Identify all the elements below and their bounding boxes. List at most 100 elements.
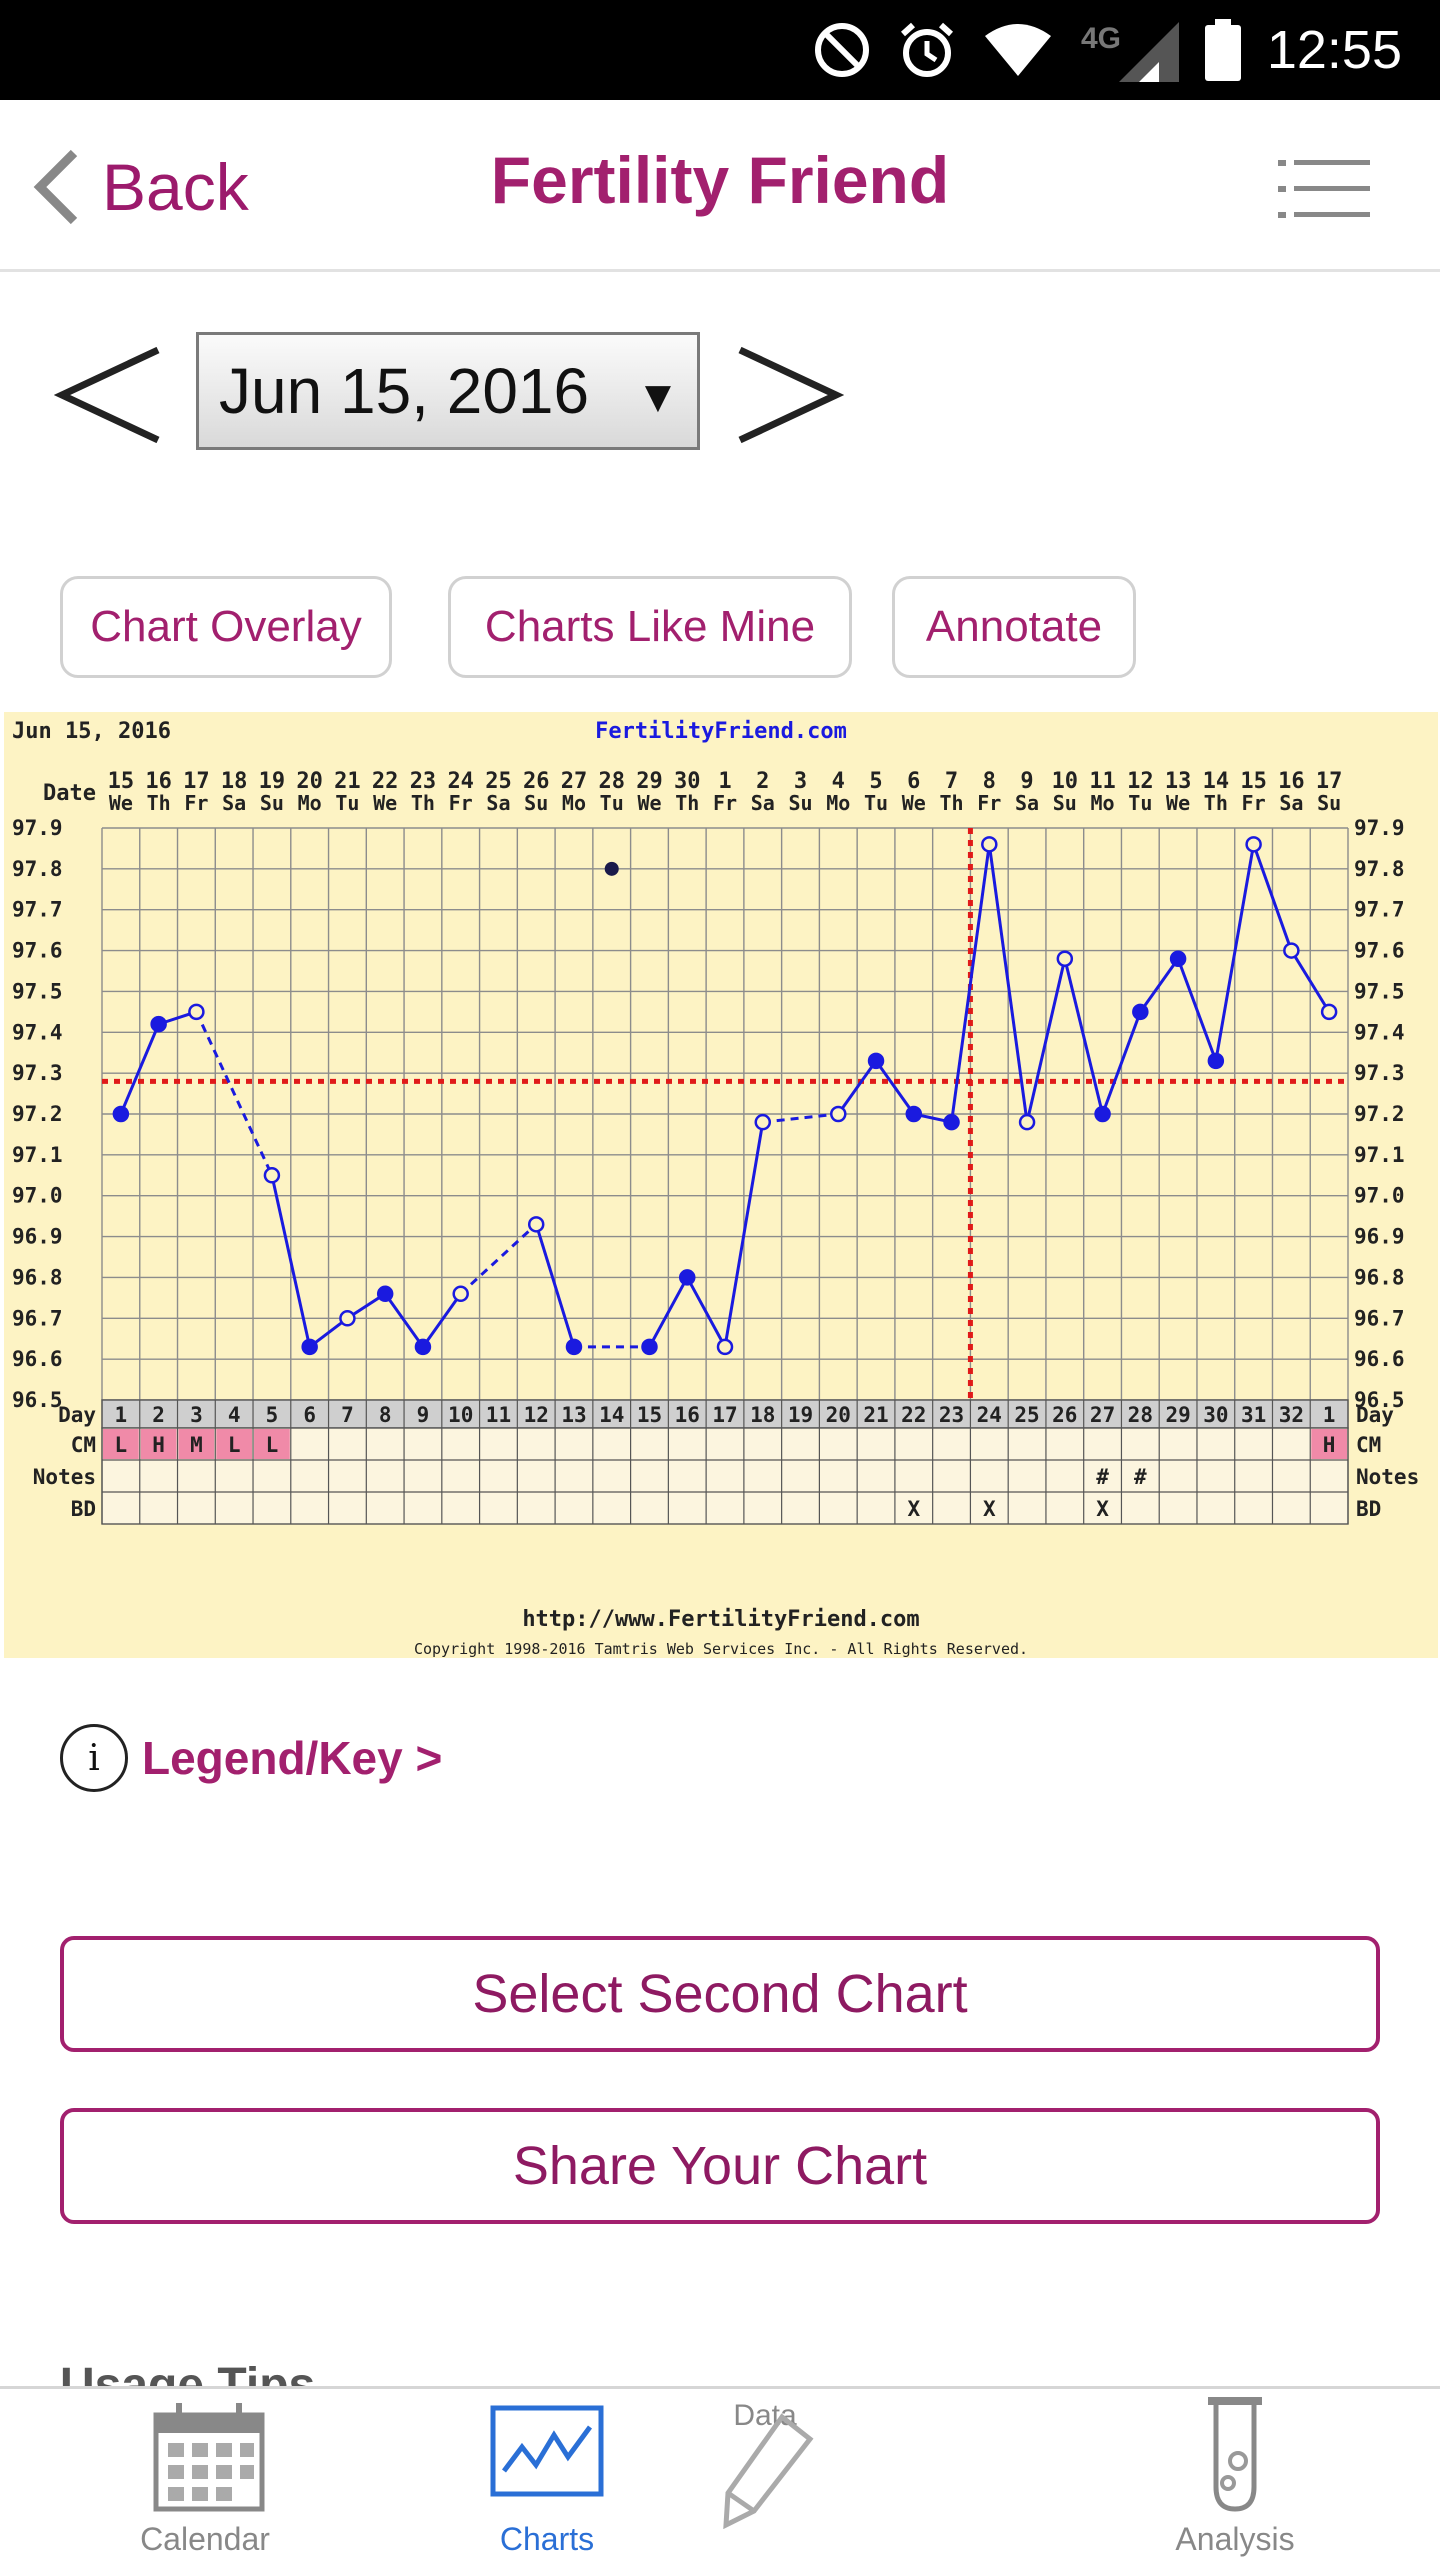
temperature-segment [1214, 844, 1256, 1062]
next-date-arrow-icon[interactable] [734, 340, 844, 450]
cm-value: M [190, 1433, 203, 1457]
temperature-point [641, 1338, 658, 1356]
date-tick-label: 11 [1089, 769, 1116, 794]
temperature-point [301, 1338, 318, 1356]
weekday-tick-label: Su [1317, 791, 1341, 815]
y-tick-label-right: 97.2 [1354, 1102, 1405, 1126]
date-tick-label: 17 [1316, 769, 1343, 794]
weekday-tick-label: Tu [1128, 791, 1152, 815]
temperature-segment [270, 1174, 312, 1348]
temperature-point [867, 1052, 885, 1070]
temperature-point [943, 1113, 960, 1131]
date-tick-label: 9 [1020, 769, 1033, 794]
cm-value: L [115, 1433, 128, 1457]
status-icons: 4G 12:55 [813, 0, 1440, 100]
date-tick-label: 4 [832, 769, 845, 794]
y-tick-label-left: 96.6 [12, 1347, 63, 1371]
y-tick-label-right: 97.4 [1354, 1020, 1405, 1044]
previous-date-arrow-icon[interactable] [54, 340, 164, 450]
weekday-tick-label: Fr [184, 791, 208, 815]
weekday-tick-label: Mo [826, 791, 850, 815]
date-tick-label: 16 [1278, 769, 1305, 794]
date-navigation: Jun 15, 2016 ▼ [0, 320, 1440, 470]
temperature-point-open [188, 1003, 205, 1021]
temperature-segment [383, 1292, 425, 1348]
charts-like-mine-button[interactable]: Charts Like Mine [448, 576, 852, 678]
tab-data[interactable]: Data [700, 2389, 830, 2560]
y-tick-label-left: 97.1 [12, 1143, 63, 1167]
weekday-tick-label: We [373, 791, 397, 815]
y-tick-label-right: 96.6 [1354, 1347, 1405, 1371]
y-tick-label-left: 97.2 [12, 1102, 63, 1126]
weekday-tick-label: Fr [1242, 791, 1266, 815]
notes-row-label-right: Notes [1356, 1465, 1419, 1489]
day-number: 7 [341, 1403, 354, 1427]
temperature-point-open [1245, 836, 1262, 853]
annotate-button[interactable]: Annotate [892, 576, 1136, 678]
day-number: 19 [788, 1403, 813, 1427]
battery-icon [1204, 19, 1241, 81]
cm-cell [216, 1429, 253, 1459]
app-header: Back Fertility Friend [0, 100, 1440, 272]
day-number: 28 [1128, 1403, 1153, 1427]
note-mark: # [1134, 1465, 1147, 1489]
date-tick-label: 3 [794, 769, 807, 794]
weekday-tick-label: We [637, 791, 661, 815]
day-number: 11 [486, 1403, 511, 1427]
list-menu-icon[interactable] [1278, 158, 1370, 220]
tab-analysis[interactable]: Analysis [1140, 2389, 1330, 2560]
back-button[interactable]: Back [30, 142, 249, 232]
lte-signal-icon: 4G [1081, 22, 1179, 82]
bbt-chart: Jun 15, 2016 FertilityFriend.com Date 15 We 1… [4, 712, 1438, 1658]
day-number: 9 [417, 1403, 430, 1427]
temperature-point-open [1018, 1113, 1036, 1131]
day-number: 12 [524, 1403, 549, 1427]
share-your-chart-button[interactable]: Share Your Chart [60, 2108, 1380, 2224]
weekday-tick-label: Mo [298, 791, 322, 815]
temperature-point [1094, 1105, 1111, 1123]
day-number: 3 [190, 1403, 203, 1427]
page-title: Fertility Friend [490, 143, 950, 217]
date-tick-label: 21 [334, 769, 361, 794]
y-tick-label-left: 97.0 [12, 1184, 63, 1208]
legend-key-label: Legend/Key > [142, 1732, 443, 1784]
day-number: 8 [379, 1403, 392, 1427]
chart-line-icon [490, 2405, 604, 2497]
bd-mark: X [1096, 1497, 1109, 1521]
calendar-icon [153, 2403, 265, 2512]
tab-charts[interactable]: Charts [452, 2389, 642, 2560]
day-number: 13 [561, 1403, 586, 1427]
tab-calendar[interactable]: Calendar [110, 2389, 300, 2560]
status-bar: 4G 12:55 [0, 0, 1440, 100]
temperature-segment [1252, 843, 1293, 952]
day-number: 16 [675, 1403, 700, 1427]
weekday-tick-label: Sa [1279, 791, 1303, 815]
temperature-segment [1290, 949, 1331, 1013]
day-number: 23 [939, 1403, 964, 1427]
chart-overlay-button[interactable]: Chart Overlay [60, 576, 392, 678]
select-second-chart-button[interactable]: Select Second Chart [60, 1936, 1380, 2052]
weekday-tick-label: Tu [335, 791, 359, 815]
cm-cell [178, 1429, 215, 1459]
weekday-tick-label: Sa [486, 791, 510, 815]
weekday-tick-label: We [1166, 791, 1190, 815]
temperature-point [150, 1015, 167, 1033]
temperature-segment [534, 1223, 576, 1348]
temperature-segment [1063, 958, 1105, 1115]
temperature-point-open [452, 1285, 469, 1303]
weekday-tick-label: Tu [864, 791, 888, 815]
date-tick-label: 15 [108, 769, 135, 794]
y-tick-label-right: 96.5 [1354, 1388, 1405, 1412]
chart-site-label: FertilityFriend.com [595, 719, 847, 744]
day-number: 1 [1323, 1403, 1336, 1427]
temperature-point [112, 1105, 130, 1123]
date-select[interactable]: Jun 15, 2016 ▼ [196, 332, 700, 450]
bottom-tab-bar: Calendar Charts Data Analysis [0, 2386, 1440, 2560]
date-tick-label: 8 [983, 769, 996, 794]
cm-row-label-left: CM [71, 1433, 96, 1457]
temperature-segment [723, 1121, 765, 1348]
cm-cell [103, 1429, 139, 1459]
weekday-tick-label: Th [147, 791, 171, 815]
tab-charts-label: Charts [499, 2521, 595, 2557]
legend-key-link[interactable]: i Legend/Key > [60, 1722, 442, 1794]
